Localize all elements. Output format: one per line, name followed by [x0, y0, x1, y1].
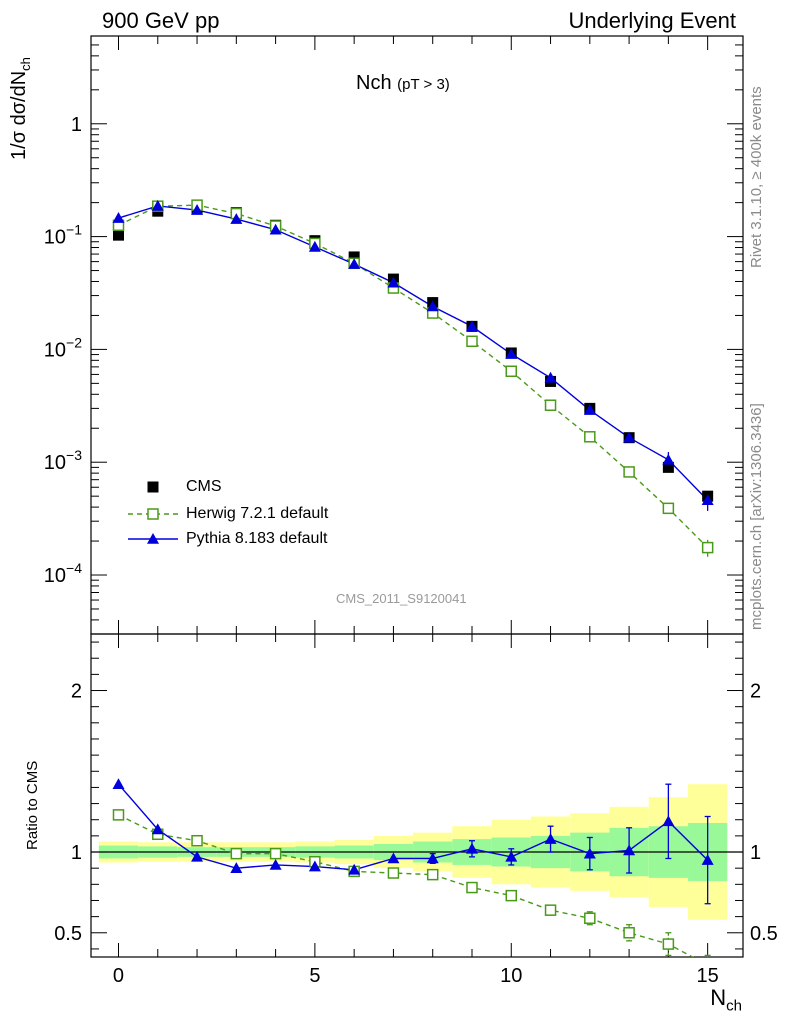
legend-label-pythia: Pythia 8.183 default: [186, 530, 328, 547]
pythia-point: [505, 348, 518, 359]
ratio-pythia-point: [151, 823, 164, 835]
ratio-y-tick-label-right: 2: [750, 681, 761, 703]
pythia-point: [230, 213, 243, 224]
ratio-pythia-point: [230, 862, 243, 873]
x-tick-label: 5: [309, 965, 320, 987]
ratio-pythia-point: [191, 850, 204, 862]
cms-point: [662, 461, 674, 473]
pythia-point: [662, 453, 675, 465]
ratio-herwig-point: [112, 809, 125, 821]
ratio-pythia-point: [544, 833, 557, 844]
x-axis-label: Nch: [710, 985, 742, 1015]
collision-label: 900 GeV pp: [102, 8, 220, 33]
ratio-pythia-point: [505, 850, 518, 862]
legend-marker-cms: [147, 481, 159, 493]
pythia-point: [701, 494, 714, 506]
herwig-point: [466, 335, 478, 348]
ratio-herwig-point: [230, 847, 243, 860]
pythia-point: [544, 371, 557, 383]
y-tick-label: 10−1: [44, 222, 82, 249]
herwig-point: [623, 466, 635, 478]
ratio-herwig-point: [191, 834, 203, 847]
cms-point: [112, 229, 124, 241]
legend-marker-pythia: [147, 533, 159, 544]
ratio-y-tick-label-right: 0.5: [750, 923, 778, 945]
ratio-pythia-point: [348, 863, 361, 875]
herwig-point: [505, 365, 518, 378]
plot-title: Nch (pT > 3): [356, 72, 450, 94]
ratio-y-tick-label: 0.5: [54, 923, 82, 945]
pythia-point: [623, 431, 636, 443]
herwig-line: [118, 204, 709, 549]
ratio-herwig-point: [269, 847, 282, 860]
pythia-point: [465, 320, 478, 332]
ratio-y-tick-label: 1: [71, 842, 82, 864]
ratio-pythia-point: [269, 858, 282, 870]
x-tick-label: 0: [113, 965, 124, 987]
legend-label-cms: CMS: [186, 478, 222, 495]
analysis-id-watermark: CMS_2011_S9120041: [336, 591, 467, 606]
ratio-pythia-line: [117, 783, 709, 871]
y-tick-label: 10−4: [44, 560, 82, 587]
pythia-point: [112, 212, 125, 223]
legend-marker-herwig: [147, 508, 159, 520]
ratio-herwig-point: [505, 889, 518, 902]
ratio-pythia-point: [308, 860, 321, 872]
ratio-herwig-point: [584, 912, 596, 924]
ratio-pythia-point: [387, 852, 400, 864]
cms-point: [348, 251, 360, 263]
y-tick-label: 10−2: [44, 334, 82, 361]
herwig-point: [662, 502, 675, 515]
pythia-point: [308, 240, 321, 252]
y-tick-label: 1: [71, 114, 82, 136]
pythia-line: [118, 205, 709, 501]
ratio-pythia-point: [662, 815, 675, 827]
main-plot-frame: [90, 35, 744, 635]
ratio-herwig-point: [426, 868, 439, 881]
ratio-herwig-line: [118, 814, 695, 957]
herwig-point: [584, 431, 596, 443]
ratio-herwig-point: [662, 938, 675, 950]
pythia-point: [191, 204, 204, 215]
pythia-point: [426, 300, 439, 312]
pythia-point: [269, 223, 282, 235]
herwig-point: [544, 399, 557, 411]
ratio-pythia-point: [623, 844, 636, 856]
legend-label-herwig: Herwig 7.2.1 default: [186, 505, 329, 522]
ratio-herwig-point: [544, 904, 557, 916]
pythia-point: [583, 404, 596, 415]
pythia-point: [348, 258, 361, 269]
pythia-point: [387, 276, 400, 288]
ratio-herwig-point: [623, 927, 635, 939]
ratio-herwig-point: [387, 867, 400, 879]
ratio-y-tick-label-right: 1: [750, 842, 761, 864]
ratio-y-tick-label: 2: [71, 681, 82, 703]
ratio-plot-frame: [90, 633, 744, 958]
analysis-category: Underlying Event: [568, 8, 736, 33]
ratio-pythia-point: [465, 842, 478, 854]
x-tick-label: 15: [697, 965, 719, 987]
x-tick-label: 10: [500, 965, 522, 987]
ratio-pythia-point: [426, 852, 439, 864]
pythia-point: [151, 199, 164, 211]
y-tick-label: 10−3: [44, 447, 82, 474]
ratio-pythia-point: [701, 854, 714, 865]
ratio-pythia-point: [112, 778, 125, 789]
ratio-herwig-point: [466, 881, 478, 894]
ratio-pythia-point: [583, 847, 596, 859]
herwig-point: [701, 541, 714, 554]
